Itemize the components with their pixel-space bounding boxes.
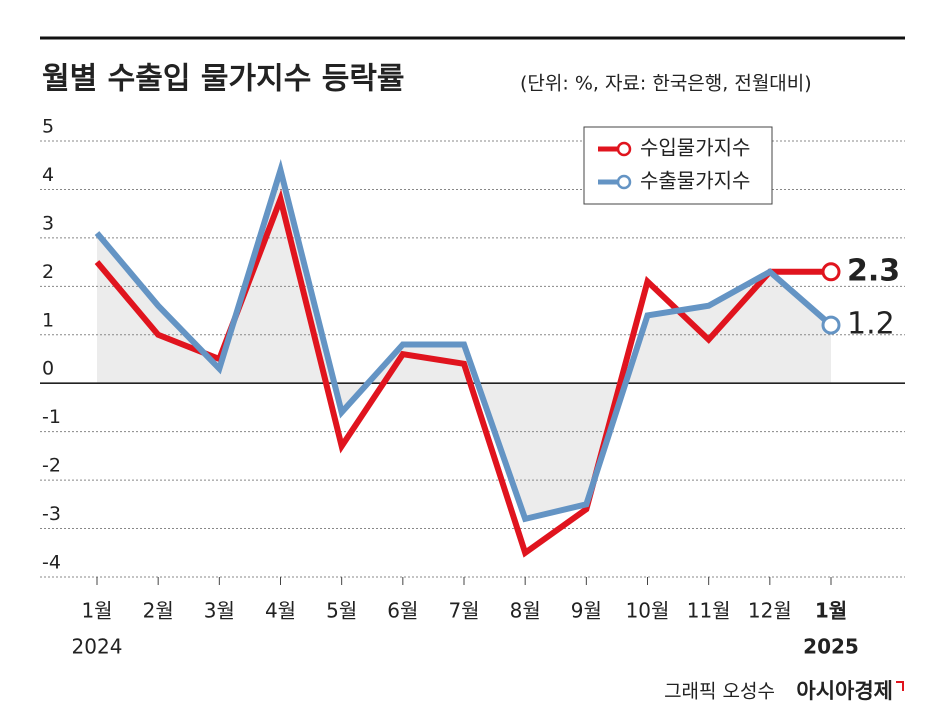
y-tick-label: -4 [42,552,61,574]
legend-box [583,126,773,205]
end-marker [821,262,841,282]
value-label: 2.3 [847,253,900,288]
series-line [94,158,833,523]
x-tick-label: 4월 [265,599,296,623]
y-tick-label: 3 [42,212,54,234]
x-year-label: 2024 [72,635,123,659]
publisher-mark [896,681,904,691]
x-tick-label: 12월 [748,599,792,623]
y-tick-label: 4 [42,164,54,186]
x-tick-label: 1월 [815,599,847,623]
publisher: 아시아경제 [796,679,893,703]
chart-title: 월별 수출입 물가지수 등락률 [42,62,405,97]
x-tick-label: 9월 [571,599,602,623]
end-marker [821,315,841,335]
legend-label: 수출물가지수 [640,169,750,193]
y-tick-label: -1 [42,406,61,428]
x-year-label: 2025 [803,635,859,659]
y-tick-label: -2 [42,455,61,477]
legend-label: 수입물가지수 [640,136,750,160]
legend-marker [616,174,632,190]
y-tick-label: -3 [42,503,61,525]
value-label: 1.2 [847,307,895,342]
y-tick-label: 2 [42,261,54,283]
x-tick-label: 11월 [687,599,731,623]
x-tick-label: 7월 [448,599,479,623]
x-tick-label: 5월 [326,599,357,623]
x-tick-label: 1월 [81,599,112,623]
chart-subtitle: (단위: %, 자료: 한국은행, 전월대비) [520,73,812,95]
y-tick-label: 5 [42,116,54,138]
legend-marker [616,141,632,157]
x-tick-label: 6월 [387,599,418,623]
x-tick-label: 10월 [626,599,670,623]
y-tick-label: 1 [42,309,54,331]
x-tick-label: 3월 [204,599,235,623]
x-tick-label: 2월 [143,599,174,623]
y-tick-label: 0 [42,358,54,380]
credit: 그래픽 오성수 [664,681,775,703]
x-tick-label: 8월 [510,599,541,623]
